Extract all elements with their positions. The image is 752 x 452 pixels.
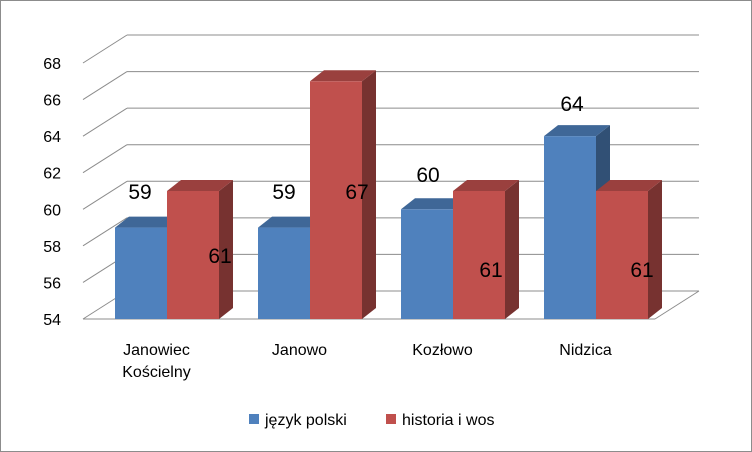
x-tick-label: Janowo — [272, 342, 327, 359]
x-tick-label: Kozłowo — [412, 342, 473, 359]
bar-top — [167, 180, 233, 191]
bar — [453, 191, 505, 319]
bar — [167, 191, 219, 319]
x-tick-label: Kościelny — [122, 364, 190, 381]
bar — [258, 227, 310, 319]
y-tick-label: 54 — [43, 312, 61, 329]
bar-top — [115, 216, 181, 228]
gridline-depth — [82, 107, 128, 137]
gridline-depth — [82, 34, 128, 64]
data-label: 61 — [630, 259, 653, 282]
data-label: 61 — [479, 259, 502, 282]
bar-side — [505, 180, 519, 319]
y-tick-label: 56 — [43, 275, 61, 292]
bar-top — [596, 180, 662, 191]
bar-side — [362, 70, 376, 320]
y-tick-label: 64 — [43, 129, 61, 146]
data-label: 67 — [345, 181, 368, 204]
gridline-depth — [82, 71, 128, 100]
bar-side — [648, 180, 662, 319]
legend-swatch — [249, 414, 259, 424]
bar-top — [310, 70, 376, 82]
data-label: 59 — [128, 181, 151, 204]
floor-right-edge — [654, 290, 700, 320]
legend-label: język polski — [264, 412, 347, 429]
gridline-depth — [82, 144, 128, 174]
bar-top — [258, 216, 324, 228]
x-tick-label: Nidzica — [559, 342, 612, 359]
bar-side — [219, 180, 233, 319]
bar — [115, 227, 167, 319]
legend-swatch — [386, 414, 396, 424]
y-tick-label: 58 — [43, 239, 61, 256]
data-label: 59 — [272, 181, 295, 204]
bar — [596, 191, 648, 319]
bar — [310, 81, 362, 320]
gridline-depth — [82, 180, 128, 210]
bar — [401, 209, 453, 319]
bar-top — [401, 198, 467, 210]
gridline-depth — [82, 217, 128, 247]
y-tick-label: 62 — [43, 166, 61, 183]
data-label: 61 — [208, 245, 231, 268]
x-tick-label: Janowiec — [123, 342, 190, 359]
bar — [544, 136, 596, 319]
bar-top — [544, 125, 610, 137]
data-label: 64 — [560, 93, 584, 116]
legend-label: historia i wos — [402, 412, 494, 429]
bar-top — [453, 180, 519, 191]
y-tick-label: 68 — [43, 56, 61, 73]
data-label: 60 — [416, 164, 439, 187]
y-tick-label: 60 — [43, 202, 61, 219]
y-tick-label: 66 — [43, 93, 61, 110]
